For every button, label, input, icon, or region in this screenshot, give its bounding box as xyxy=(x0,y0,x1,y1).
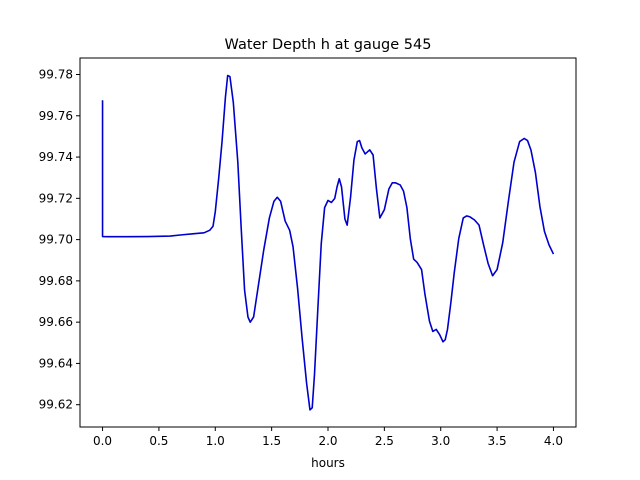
x-tick-label: 2.0 xyxy=(318,434,337,448)
x-axis-label: hours xyxy=(311,456,345,470)
y-tick-label: 99.68 xyxy=(39,274,73,288)
x-tick-label: 3.0 xyxy=(431,434,450,448)
y-tick-label: 99.70 xyxy=(39,233,73,247)
y-tick-label: 99.76 xyxy=(39,109,73,123)
y-tick-label: 99.64 xyxy=(39,356,73,370)
x-tick-label: 4.0 xyxy=(544,434,563,448)
y-axis: 99.62 99.64 99.66 99.68 99.70 99.72 99.74 99.76… xyxy=(39,68,80,412)
x-axis: 0.0 0.5 1.0 1.5 2.0 2.5 3.0 3.5 4.0 xyxy=(93,427,563,448)
x-tick-label: 1.0 xyxy=(206,434,225,448)
y-tick-label: 99.72 xyxy=(39,191,73,205)
x-tick-label: 1.5 xyxy=(262,434,281,448)
x-tick-label: 2.5 xyxy=(375,434,394,448)
y-tick-label: 99.62 xyxy=(39,398,73,412)
x-tick-label: 3.5 xyxy=(488,434,507,448)
y-tick-label: 99.66 xyxy=(39,315,73,329)
y-tick-label: 99.74 xyxy=(39,150,73,164)
x-tick-label: 0.5 xyxy=(149,434,168,448)
x-tick-label: 0.0 xyxy=(93,434,112,448)
plot-area xyxy=(101,74,555,411)
series-line-water-depth xyxy=(101,74,555,411)
chart-title: Water Depth h at gauge 545 xyxy=(225,37,432,53)
y-tick-label: 99.78 xyxy=(39,68,73,82)
